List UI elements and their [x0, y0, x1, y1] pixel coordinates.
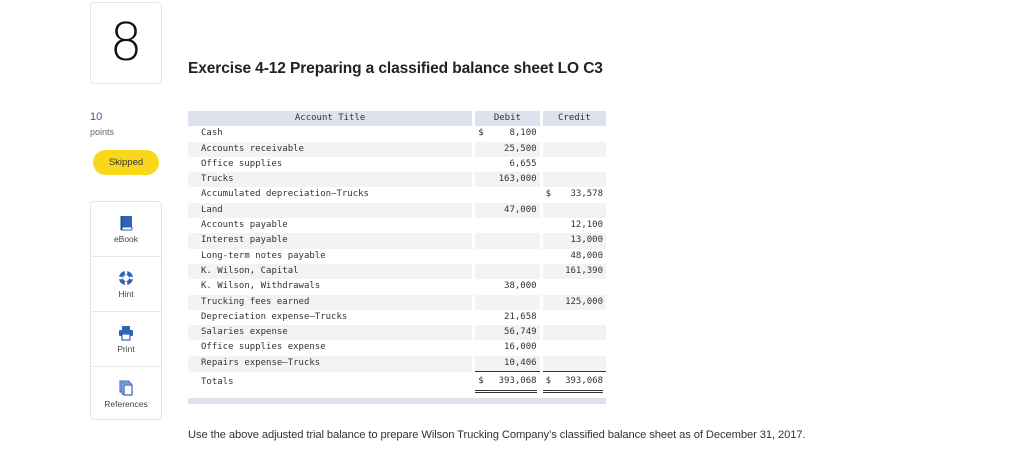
points-label: points: [90, 127, 115, 137]
hint-label: Hint: [118, 288, 134, 299]
debit-cell: 25,500: [472, 141, 542, 157]
table-row: Trucking fees earned 125,000: [188, 294, 606, 310]
printer-icon: [119, 325, 133, 341]
question-number: 8: [90, 2, 162, 84]
credit-cell: 48,000: [539, 248, 606, 264]
account-title-cell: Accounts payable: [201, 220, 288, 231]
tools-panel: eBook Hint Print References: [90, 201, 162, 420]
credit-cell: [539, 279, 606, 295]
table-row: Office supplies 6,655: [188, 156, 606, 173]
book-icon: [120, 215, 133, 230]
ebook-label: eBook: [113, 233, 139, 244]
debit-cell: 56,749: [472, 325, 542, 341]
credit-cell: 161,390: [539, 263, 606, 280]
table-row: Accounts payable 12,100: [188, 218, 606, 234]
header-credit: Credit: [539, 111, 606, 127]
debit-cell: 47,000: [472, 202, 542, 219]
table-footer-bar: [188, 398, 606, 404]
account-title-cell: Accounts receivable: [188, 141, 474, 157]
account-title-cell: Office supplies expense: [201, 342, 326, 353]
credit-cell: [539, 141, 606, 157]
account-title-cell: Accumulated depreciation—Trucks: [201, 189, 369, 200]
totals-debit: $393,068: [472, 371, 542, 394]
account-title-cell: Interest payable: [188, 233, 474, 249]
trial-balance-table: Account Title Debit Credit Cash $8,100 Acc…: [188, 111, 606, 394]
totals-row: Totals $393,068 $393,068: [188, 371, 606, 394]
account-title-cell: Trucking fees earned: [188, 294, 474, 310]
credit-cell: [539, 202, 606, 219]
table-row: K. Wilson, Withdrawals 38,000: [188, 279, 606, 295]
header-debit: Debit: [472, 111, 542, 127]
credit-cell: [539, 126, 606, 142]
debit-cell: [472, 187, 542, 203]
table-row: Salaries expense 56,749: [188, 325, 606, 341]
account-title-cell: Repairs expense—Trucks: [188, 355, 474, 372]
table-header-row: Account Title Debit Credit: [188, 111, 606, 127]
totals-credit: $393,068: [539, 371, 606, 394]
account-title-cell: Land: [188, 202, 474, 219]
table-row: K. Wilson, Capital 161,390: [188, 263, 606, 280]
exercise-title: Exercise 4-12 Preparing a classified bal…: [188, 60, 603, 77]
debit-cell: [472, 263, 542, 280]
debit-cell: [472, 218, 542, 234]
credit-cell: $33,578: [539, 187, 606, 203]
debit-cell: 10,406: [472, 355, 542, 373]
debit-cell: [472, 294, 542, 310]
credit-cell: 12,100: [539, 218, 606, 234]
account-title-cell: K. Wilson, Withdrawals: [201, 281, 321, 292]
account-title-cell: Long-term notes payable: [201, 250, 326, 261]
account-title-cell: Office supplies: [201, 158, 283, 169]
table-row: Accounts receivable 25,500: [188, 141, 606, 157]
print-button[interactable]: Print: [91, 312, 161, 367]
credit-cell: [539, 309, 606, 326]
header-account-title: Account Title: [188, 111, 474, 127]
hint-button[interactable]: Hint: [91, 257, 161, 312]
table-row: Interest payable 13,000: [188, 233, 606, 249]
status-badge: Skipped: [93, 150, 159, 175]
table-row: Accumulated depreciation—Trucks $33,578: [188, 187, 606, 203]
table-row: Land 47,000: [188, 202, 606, 219]
credit-cell: [539, 172, 606, 188]
debit-cell: [472, 233, 542, 249]
debit-cell: 21,658: [472, 309, 542, 326]
table-row: Repairs expense—Trucks 10,406: [188, 355, 606, 373]
references-button[interactable]: References: [91, 367, 161, 421]
references-label: References: [104, 398, 148, 409]
account-title-cell: K. Wilson, Capital: [188, 263, 474, 280]
credit-cell: [539, 355, 606, 373]
account-title-cell: Trucks: [188, 172, 474, 188]
account-title-cell: Cash: [201, 128, 223, 139]
documents-icon: [119, 380, 133, 396]
debit-cell: 6,655: [472, 156, 542, 173]
points-value: 10: [90, 111, 103, 123]
account-title-cell: Salaries expense: [188, 325, 474, 341]
table-row: Cash $8,100: [188, 126, 606, 142]
account-title-cell: Depreciation expense—Trucks: [201, 311, 348, 322]
totals-label: Totals: [188, 371, 474, 394]
debit-cell: 163,000: [472, 172, 542, 188]
debit-cell: 38,000: [472, 279, 542, 295]
debit-cell: 16,000: [472, 340, 542, 356]
credit-cell: [539, 325, 606, 341]
ebook-button[interactable]: eBook: [91, 202, 161, 257]
table-row: Depreciation expense—Trucks 21,658: [188, 309, 606, 326]
table-row: Office supplies expense 16,000: [188, 340, 606, 356]
lifebuoy-icon: [118, 270, 134, 285]
debit-cell: $8,100: [472, 126, 542, 142]
credit-cell: 13,000: [539, 233, 606, 249]
table-row: Long-term notes payable 48,000: [188, 248, 606, 264]
table-row: Trucks 163,000: [188, 172, 606, 188]
credit-cell: [539, 156, 606, 173]
instructions-text: Use the above adjusted trial balance to …: [188, 429, 806, 441]
credit-cell: 125,000: [539, 294, 606, 310]
print-label: Print: [117, 343, 135, 354]
debit-cell: [472, 248, 542, 264]
credit-cell: [539, 340, 606, 356]
